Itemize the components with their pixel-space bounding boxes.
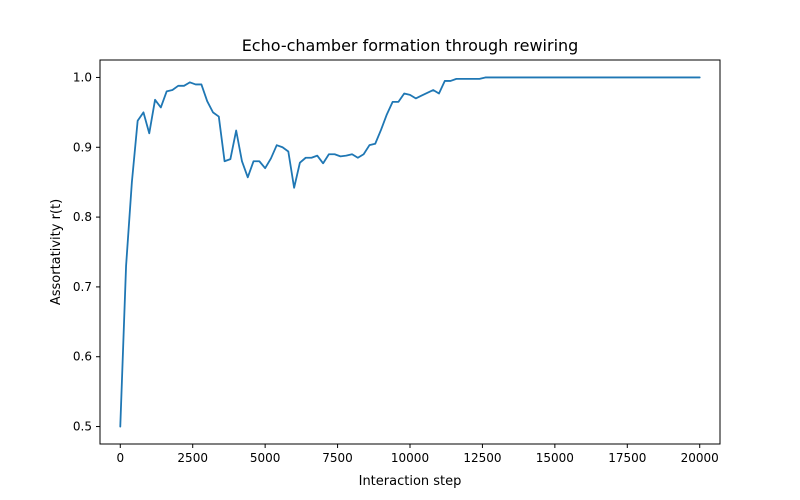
x-tick-label: 7500	[322, 451, 353, 465]
y-axis-ticks: 0.5 0.6 0.7 0.8 0.9 1.0	[73, 70, 100, 434]
x-axis-label: Interaction step	[359, 474, 462, 489]
y-tick-label: 0.6	[73, 350, 92, 364]
y-tick-label: 0.9	[73, 140, 92, 154]
y-tick-label: 0.5	[73, 420, 92, 434]
plot-area: 0 2500 5000 7500 10000 12500 15000 17500 20000 0…	[73, 59, 721, 465]
x-tick-label: 0	[116, 451, 124, 465]
x-tick-label: 17500	[608, 451, 646, 465]
x-tick-label: 5000	[250, 451, 281, 465]
y-axis-label: Assortativity r(t)	[49, 199, 64, 305]
x-axis-ticks: 0 2500 5000 7500 10000 12500 15000 17500 20000	[116, 444, 719, 465]
x-tick-label: 2500	[177, 451, 208, 465]
chart-title: Echo-chamber formation through rewiring	[242, 36, 579, 55]
y-tick-label: 0.8	[73, 210, 92, 224]
x-tick-label: 12500	[463, 451, 501, 465]
x-tick-label: 10000	[391, 451, 429, 465]
x-tick-label: 15000	[536, 451, 574, 465]
y-tick-label: 1.0	[73, 70, 92, 84]
y-tick-label: 0.7	[73, 280, 92, 294]
series-line-assortativity	[119, 76, 701, 428]
series-group	[119, 76, 701, 428]
x-tick-label: 20000	[681, 451, 719, 465]
